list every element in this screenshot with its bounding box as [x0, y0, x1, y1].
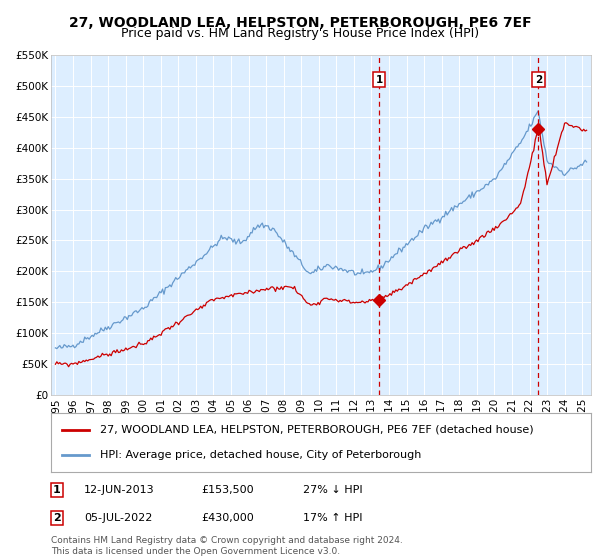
Text: Contains HM Land Registry data © Crown copyright and database right 2024.
This d: Contains HM Land Registry data © Crown c… [51, 536, 403, 556]
Text: Price paid vs. HM Land Registry's House Price Index (HPI): Price paid vs. HM Land Registry's House … [121, 27, 479, 40]
Text: 1: 1 [376, 74, 383, 85]
Text: HPI: Average price, detached house, City of Peterborough: HPI: Average price, detached house, City… [100, 450, 421, 460]
Text: 1: 1 [53, 485, 61, 495]
Text: 17% ↑ HPI: 17% ↑ HPI [303, 513, 362, 523]
Text: 12-JUN-2013: 12-JUN-2013 [84, 485, 155, 495]
Text: £430,000: £430,000 [201, 513, 254, 523]
Text: 27% ↓ HPI: 27% ↓ HPI [303, 485, 362, 495]
Text: 2: 2 [535, 74, 542, 85]
Text: 05-JUL-2022: 05-JUL-2022 [84, 513, 152, 523]
Text: £153,500: £153,500 [201, 485, 254, 495]
Text: 2: 2 [53, 513, 61, 523]
Text: 27, WOODLAND LEA, HELPSTON, PETERBOROUGH, PE6 7EF (detached house): 27, WOODLAND LEA, HELPSTON, PETERBOROUGH… [100, 424, 533, 435]
Text: 27, WOODLAND LEA, HELPSTON, PETERBOROUGH, PE6 7EF: 27, WOODLAND LEA, HELPSTON, PETERBOROUGH… [68, 16, 532, 30]
